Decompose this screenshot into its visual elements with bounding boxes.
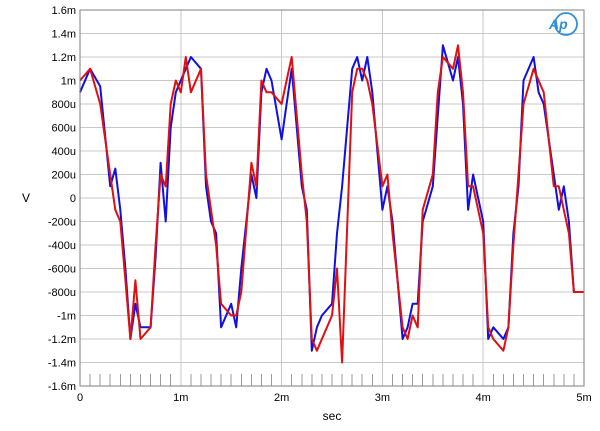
y-tick-label: 1.6m (52, 5, 76, 17)
y-tick-label: 400u (52, 146, 76, 158)
ap-logo-text: Ap (548, 16, 568, 32)
y-tick-label: 800u (52, 99, 76, 111)
series-group (79, 44, 584, 364)
series-line-1 (79, 44, 584, 352)
y-tick-label: -200u (48, 217, 76, 229)
x-tick-label: 3m (375, 392, 390, 404)
y-tick-label: -400u (48, 240, 76, 252)
x-tick-labels: 0 1m 2m 3m 4m 5m (77, 392, 592, 404)
minor-ticks (89, 374, 575, 386)
x-tick-label: 4m (476, 392, 491, 404)
x-tick-label: 0 (77, 392, 83, 404)
x-tick-label: 1m (173, 392, 188, 404)
y-tick-label: -1.2m (48, 334, 76, 346)
y-tick-label: -600u (48, 264, 76, 276)
y-axis-title: V (22, 191, 30, 205)
y-tick-label: -1.4m (48, 358, 76, 370)
ap-logo-circle (554, 12, 578, 36)
x-tick-label: 5m (576, 392, 591, 404)
ap-logo: Ap (548, 12, 578, 36)
x-axis-title: sec (323, 409, 342, 423)
y-tick-label: 1.4m (52, 29, 76, 41)
y-tick-label: -1m (57, 311, 76, 323)
y-tick-label: -800u (48, 287, 76, 299)
y-tick-labels: 1.6m 1.4m 1.2m 1m 800u 600u 400u 200u 0 -200u -400… (48, 5, 76, 393)
y-tick-label: 200u (52, 170, 76, 182)
plot-frame (79, 9, 585, 387)
series-line-2 (79, 44, 584, 364)
y-tick-label: 0 (70, 193, 76, 205)
x-tick-label: 2m (274, 392, 289, 404)
y-tick-label: 1.2m (52, 52, 76, 64)
y-tick-label: 600u (52, 123, 76, 135)
y-tick-label: -1.6m (48, 381, 76, 393)
y-tick-label: 1m (61, 76, 76, 88)
